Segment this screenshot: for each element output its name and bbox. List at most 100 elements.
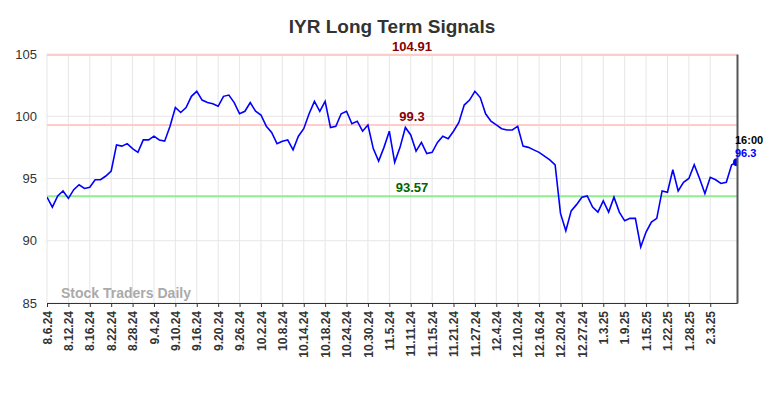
signal-line [47,54,737,56]
x-tick-label: 9.10.24 [169,311,183,351]
price-line [47,91,737,247]
x-tick-label: 8.22.24 [105,311,119,351]
x-tick: 1.3.25 [597,303,611,344]
x-tick-mark [133,303,134,307]
grid-line-y [47,240,737,241]
grid-line-x [539,54,540,303]
grid-line-x [239,54,240,303]
y-tick: 95 [23,171,47,186]
y-tick: 90 [23,233,47,248]
grid-line-x [325,54,326,303]
x-tick-mark [90,303,91,307]
x-tick-mark [68,303,69,307]
x-tick-mark [111,303,112,307]
x-tick: 1.28.25 [683,303,697,351]
grid-line-x [367,54,368,303]
x-tick-mark [539,303,540,307]
x-tick: 9.4.24 [148,303,162,344]
x-tick-label: 12.20.24 [554,311,568,358]
signal-line [47,124,737,126]
grid-line-x [218,54,219,303]
x-tick-mark [625,303,626,307]
marks [47,55,737,247]
x-tick: 9.20.24 [212,303,226,351]
x-tick-mark [240,303,241,307]
x-tick-label: 11.21.24 [447,311,461,357]
grid-line-x [432,54,433,303]
x-tick: 12.20.24 [554,303,568,358]
y-tick: 85 [23,296,47,311]
x-tick-label: 8.12.24 [62,311,76,351]
x-tick-mark [710,303,711,307]
grid-line-x [646,54,647,303]
grid-line-x [410,54,411,303]
grid-line-x [624,54,625,303]
y-tick-label: 90 [23,233,37,248]
x-tick-mark [304,303,305,307]
x-tick-label: 10.2.24 [255,311,269,351]
signal-line [47,195,737,197]
right-axis [737,55,738,304]
chart: 8590951001058.6.248.12.248.16.248.22.248… [0,0,784,398]
x-tick-label: 12.4.24 [490,311,504,351]
x-tick: 10.8.24 [276,303,290,351]
x-tick-label: 1.15.25 [640,311,654,351]
x-tick-label: 10.24.24 [340,311,354,358]
y-tick-label: 85 [23,296,37,311]
x-tick-label: 10.8.24 [276,311,290,351]
grid-line-x [260,54,261,303]
x-tick: 12.27.24 [576,303,590,358]
x-tick: 12.10.24 [511,303,525,358]
y-tick-label: 105 [15,47,37,62]
x-axis-line [48,303,738,304]
y-axis-line [47,55,48,304]
x-tick-mark [518,303,519,307]
grid-line-y [47,178,737,179]
y-tick: 105 [15,47,47,62]
x-tick-label: 2.3.25 [704,311,718,345]
x-tick-mark [475,303,476,307]
x-tick: 10.2.24 [255,303,269,351]
x-tick: 8.22.24 [105,303,119,351]
x-tick-mark [368,303,369,307]
grid-line-x [303,54,304,303]
plot: 8590951001058.6.248.12.248.16.248.22.248… [15,39,763,358]
x-tick: 9.16.24 [190,303,204,351]
x-tick-label: 9.20.24 [212,311,226,351]
x-tick-label: 10.18.24 [319,311,333,358]
x-tick-label: 9.4.24 [148,311,162,345]
grid-line-x [496,54,497,303]
grid-line-x [68,54,69,303]
x-tick: 8.16.24 [83,303,97,351]
x-tick-label: 12.16.24 [533,311,547,358]
title: IYR Long Term Signals [289,16,496,37]
x-tick-mark [411,303,412,307]
x-tick-label: 11.27.24 [469,311,483,357]
x-tick: 9.26.24 [233,303,247,351]
x-tick-label: 12.27.24 [576,311,590,358]
x-tick-mark [197,303,198,307]
x-tick: 10.30.24 [362,303,376,358]
signal-label: 93.57 [396,180,429,195]
x-tick: 11.15.24 [426,303,440,357]
x-tick: 12.4.24 [490,303,504,351]
x-tick-label: 11.5.24 [383,311,397,351]
grid-line-x [111,54,112,303]
grid-line-x [560,54,561,303]
grid-line-x [132,54,133,303]
x-tick-mark [218,303,219,307]
x-tick-mark [646,303,647,307]
x-tick: 8.12.24 [62,303,76,351]
y-tick-label: 95 [23,171,37,186]
x-tick-mark [432,303,433,307]
signal-label: 99.3 [399,109,424,124]
grid-line-x [389,54,390,303]
x-tick: 8.28.24 [126,303,140,351]
x-tick: 10.24.24 [340,303,354,358]
x-tick: 1.9.25 [618,303,632,344]
x-tick-label: 8.28.24 [126,311,140,351]
x-tick-label: 9.26.24 [233,311,247,351]
x-tick-mark [175,303,176,307]
x-tick-label: 1.22.25 [661,311,675,351]
x-tick: 11.21.24 [447,303,461,357]
